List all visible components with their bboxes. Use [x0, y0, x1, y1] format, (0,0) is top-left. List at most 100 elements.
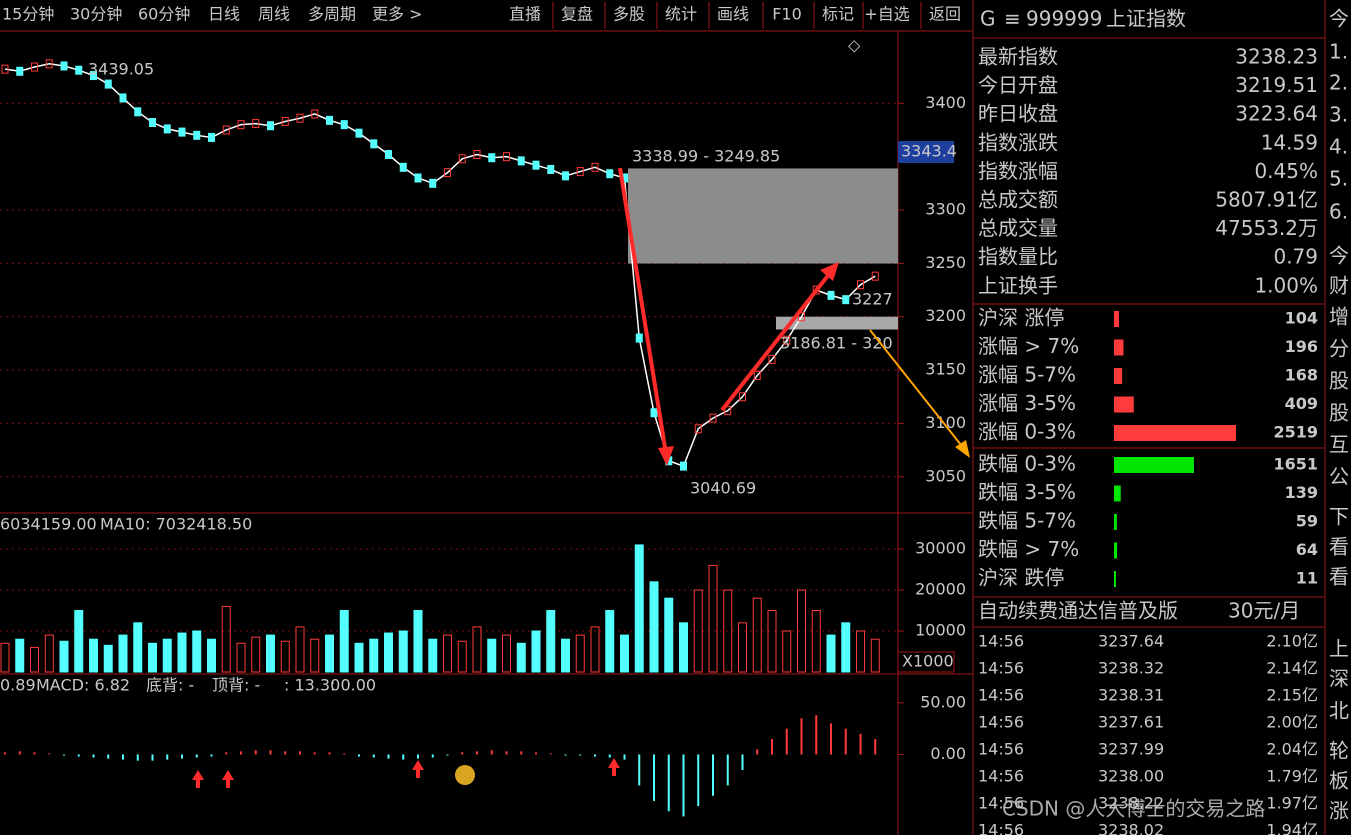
side-item[interactable]: 深	[1329, 667, 1349, 691]
y-tick-label: 3200	[925, 306, 966, 325]
candle	[252, 119, 260, 129]
candle	[871, 271, 879, 281]
toolbar-button[interactable]: 多股	[613, 5, 645, 24]
side-item[interactable]: 财	[1329, 274, 1349, 298]
volume-bar	[369, 638, 379, 673]
quote-value: 1.00%	[1254, 273, 1318, 297]
side-item[interactable]: 股	[1329, 369, 1349, 393]
period-tab[interactable]: 周线	[258, 5, 290, 24]
period-tab[interactable]: 15分钟	[2, 5, 54, 24]
side-item[interactable]: 看	[1329, 535, 1349, 559]
toolbar-button[interactable]: 标记	[822, 5, 854, 24]
volume-bar	[15, 638, 25, 673]
y-tick-label: 3400	[925, 93, 966, 112]
price-zone	[776, 316, 898, 330]
current-price-label: 3343.4	[901, 142, 957, 161]
side-item[interactable]: 互	[1329, 433, 1349, 457]
side-item[interactable]: 北	[1329, 699, 1349, 723]
candle	[739, 392, 746, 402]
candle	[473, 150, 481, 160]
toolbar-button[interactable]: 画线	[717, 5, 749, 24]
quote-value: 3219.51	[1235, 73, 1318, 97]
side-item[interactable]: 4.	[1329, 135, 1348, 159]
side-item[interactable]: 1.	[1329, 40, 1348, 64]
side-item[interactable]: 分	[1329, 337, 1349, 361]
volume-bar	[413, 610, 423, 673]
quote-value: 3223.64	[1235, 102, 1318, 126]
candle	[414, 173, 422, 183]
side-item[interactable]: 下	[1329, 505, 1349, 529]
volume-bar	[856, 630, 865, 673]
candle	[857, 280, 864, 290]
breadth-label: 涨幅 5-7%	[978, 363, 1076, 387]
side-item[interactable]: 6.	[1329, 200, 1348, 224]
candle	[768, 354, 776, 364]
tick-time: 14:56	[978, 659, 1024, 678]
candle	[753, 370, 761, 380]
side-item[interactable]: 股	[1329, 401, 1349, 425]
side-item[interactable]: 板	[1329, 769, 1349, 793]
volume-bar	[236, 642, 246, 673]
tick-time: 14:56	[978, 794, 1024, 813]
breadth-bar	[1114, 396, 1134, 413]
quote-value: 5807.91亿	[1215, 188, 1318, 212]
volume-legend: MA10: 7032418.50	[100, 515, 252, 534]
tick-amount: 1.97亿	[1266, 794, 1318, 813]
quote-menu: ≡	[1004, 7, 1021, 31]
side-item[interactable]: 涨	[1329, 799, 1349, 823]
breadth-bar	[1114, 457, 1194, 473]
volume-bar	[575, 634, 585, 673]
candle	[60, 61, 68, 71]
y-tick-label: 3050	[925, 466, 966, 485]
toolbar-button[interactable]: 复盘	[561, 5, 593, 24]
candle	[517, 156, 525, 166]
volume-bar	[207, 638, 216, 673]
arrow-head	[955, 440, 970, 458]
tick-amount: 2.04亿	[1266, 740, 1318, 759]
side-item[interactable]: 今	[1329, 244, 1349, 268]
toolbar-button[interactable]: 直播	[509, 5, 541, 24]
candle	[503, 152, 510, 162]
candle	[709, 413, 717, 423]
tick-price: 3238.02	[1098, 821, 1164, 835]
arrow-line	[618, 167, 669, 461]
side-item[interactable]: 增	[1329, 305, 1349, 329]
period-tab[interactable]: 日线	[208, 5, 240, 24]
volume-bar	[561, 638, 570, 673]
volume-bar	[767, 610, 777, 673]
macd-legend: 顶背: -	[212, 676, 260, 695]
candle	[311, 109, 319, 119]
candle	[326, 115, 333, 125]
toolbar-button[interactable]: 统计	[665, 5, 697, 24]
side-item[interactable]: 轮	[1329, 739, 1349, 763]
unit-box	[897, 651, 955, 673]
drawn-arrows	[192, 167, 970, 788]
toolbar-button[interactable]: 返回	[929, 5, 961, 24]
y-tick-label: 50.00	[920, 692, 966, 711]
candle	[385, 150, 392, 160]
volume-bar	[354, 642, 364, 673]
volume-bar	[664, 597, 674, 673]
money-bag-icon	[455, 765, 475, 785]
side-item[interactable]: 上	[1329, 637, 1349, 661]
toolbar-button[interactable]: F10	[772, 5, 802, 24]
period-tab[interactable]: 60分钟	[138, 5, 190, 24]
volume-bar	[546, 610, 556, 673]
side-item[interactable]: 5.	[1329, 167, 1348, 191]
side-item[interactable]: 公	[1329, 465, 1349, 489]
candle	[45, 59, 53, 69]
banner-price: 30元/月	[1228, 599, 1300, 623]
period-tab[interactable]: 更多 >	[372, 5, 423, 24]
period-tab[interactable]: 30分钟	[70, 5, 122, 24]
period-tab[interactable]: 多周期	[308, 5, 356, 24]
toolbar-button[interactable]: +自选	[864, 5, 909, 24]
side-item[interactable]: 2.	[1329, 71, 1348, 95]
y-tick-label: 3100	[925, 413, 966, 432]
breadth-bar	[1114, 485, 1121, 502]
side-item[interactable]: 看	[1329, 565, 1349, 589]
side-item[interactable]: 今	[1329, 7, 1349, 31]
volume-bar	[693, 589, 703, 673]
side-item[interactable]: 3.	[1329, 103, 1348, 127]
tick-time: 14:56	[978, 632, 1024, 651]
